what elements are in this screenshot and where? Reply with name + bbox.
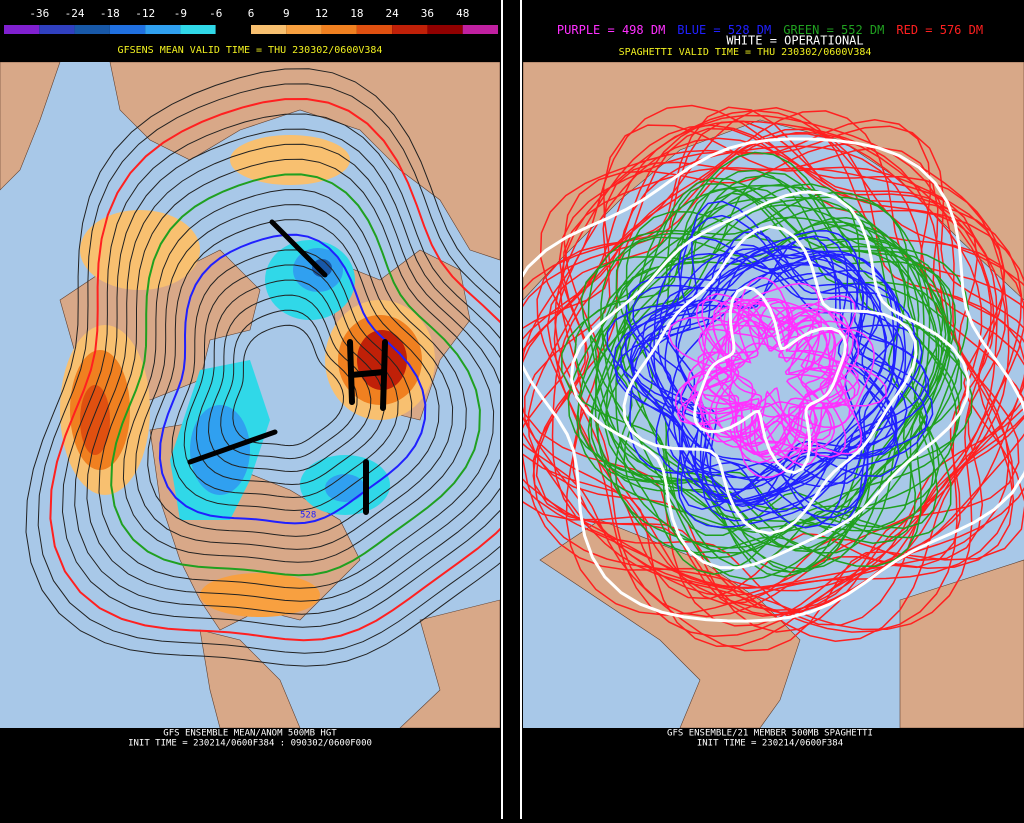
legend-entry: RED = 576 DM (896, 23, 983, 37)
footer: GFS ENSEMBLE MEAN/ANOM 500MB HGT (163, 729, 337, 739)
colorbar-swatch (427, 25, 462, 34)
colorbar-tick-label: -18 (100, 7, 120, 20)
colorbar-tick-label: 36 (421, 7, 434, 20)
colorbar-swatch (251, 25, 286, 34)
colorbar-swatch (110, 25, 145, 34)
colorbar-swatch (216, 25, 251, 34)
valid-title: SPAGHETTI VALID TIME = THU 230302/0600V3… (619, 47, 872, 58)
colorbar-swatch (463, 25, 498, 34)
valid-title: GFSENS MEAN VALID TIME = THU 230302/0600… (118, 45, 383, 56)
colorbar-tick-label: 24 (386, 7, 400, 20)
footer: INIT TIME = 230214/0600F384 (697, 739, 843, 749)
colorbar-tick-label: -9 (174, 7, 187, 20)
colorbar-swatch (180, 25, 215, 34)
colorbar-swatch (286, 25, 321, 34)
colorbar-tick-label: 18 (350, 7, 363, 20)
footer: GFS ENSEMBLE/21 MEMBER 500MB SPAGHETTI (667, 729, 873, 739)
colorbar-tick-label: 9 (283, 7, 290, 20)
colorbar-swatch (357, 25, 392, 34)
colorbar-swatch (39, 25, 74, 34)
colorbar-swatch (145, 25, 180, 34)
right-map (483, 62, 1024, 728)
colorbar-swatch (75, 25, 110, 34)
colorbar-tick-label: -6 (209, 7, 222, 20)
divider (520, 0, 522, 819)
colorbar-tick-label: 48 (456, 7, 469, 20)
operational-label: WHITE = OPERATIONAL (726, 34, 863, 48)
colorbar-swatch (4, 25, 39, 34)
colorbar-swatch (322, 25, 357, 34)
colorbar-swatch (392, 25, 427, 34)
left-map: 528 (0, 62, 575, 728)
colorbar-tick-label: -24 (65, 7, 85, 20)
legend-entry: PURPLE = 498 DM (557, 23, 665, 37)
colorbar-tick-label: 6 (248, 7, 255, 20)
divider (501, 0, 503, 819)
contour-label: 528 (300, 511, 316, 521)
colorbar-tick-label: 12 (315, 7, 328, 20)
footer: INIT TIME = 230214/0600F384 : 090302/060… (128, 739, 372, 749)
colorbar-tick-label: -12 (135, 7, 155, 20)
colorbar-tick-label: -36 (29, 7, 49, 20)
